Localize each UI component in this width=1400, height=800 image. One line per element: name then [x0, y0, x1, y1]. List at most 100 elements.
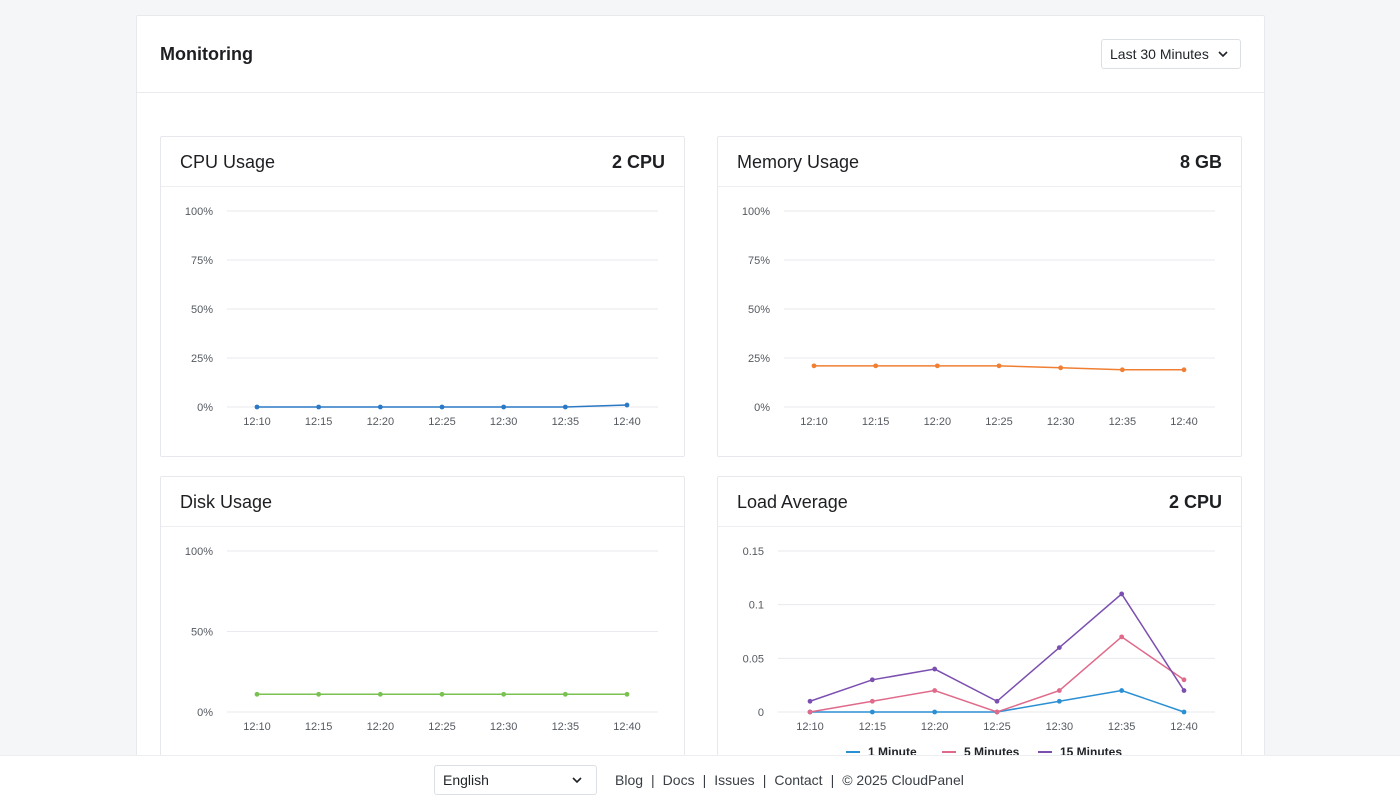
x-tick-label: 12:20	[924, 416, 952, 428]
data-point	[869, 677, 875, 683]
load-card-count: 2 CPU	[1168, 492, 1222, 512]
data-point	[1181, 709, 1187, 715]
x-tick-label: 12:30	[490, 721, 518, 733]
y-tick-label: 0	[758, 707, 764, 719]
footer-separator: |	[651, 772, 655, 788]
footer-links: Blog | Docs | Issues | Contact | © 2025 …	[615, 772, 964, 788]
data-point	[1181, 688, 1187, 693]
data-point	[562, 404, 568, 410]
time-range-value: Last 30 Minutes	[1110, 46, 1209, 62]
data-point	[624, 402, 630, 408]
x-tick-label: 12:20	[367, 721, 395, 733]
data-point	[562, 691, 568, 697]
y-tick-label: 0.1	[749, 600, 764, 612]
footer-link-contact[interactable]: Contact	[774, 772, 823, 788]
data-point	[932, 688, 938, 693]
y-tick-label: 75%	[191, 255, 213, 267]
data-point	[1119, 688, 1125, 693]
y-tick-label: 50%	[191, 304, 213, 316]
footer-link-issues[interactable]: Issues	[714, 772, 755, 788]
data-point	[1181, 367, 1187, 373]
data-point	[1119, 591, 1125, 597]
data-point	[869, 709, 875, 715]
data-point	[1058, 365, 1064, 371]
data-point	[254, 404, 260, 410]
x-tick-label: 12:20	[367, 416, 395, 428]
data-point	[501, 691, 507, 697]
load-card-header: Load Average 2 CPU	[718, 477, 1241, 527]
x-tick-label: 12:10	[796, 721, 824, 733]
data-point	[869, 698, 875, 704]
memory-usage-card: Memory Usage 8 GB 0% 25% 50% 75% 100% 12:10 12…	[717, 136, 1242, 457]
panel-header: Monitoring Last 30 Minutes	[137, 16, 1264, 93]
language-value: English	[443, 772, 489, 788]
y-tick-label: 50%	[191, 627, 213, 639]
data-point	[501, 404, 507, 410]
x-tick-label: 12:10	[800, 416, 828, 428]
x-tick-label: 12:30	[1046, 721, 1074, 733]
data-point	[994, 709, 1000, 715]
footer-link-blog[interactable]: Blog	[615, 772, 644, 788]
disk-card-title: Disk Usage	[180, 492, 273, 512]
data-point	[1119, 634, 1125, 640]
x-tick-label: 12:25	[985, 416, 1013, 428]
y-tick-label: 75%	[748, 255, 770, 267]
cpu-card-header: CPU Usage 2 CPU	[161, 137, 684, 187]
memory-card-header: Memory Usage 8 GB	[718, 137, 1241, 187]
data-point	[811, 363, 817, 369]
monitoring-panel: Monitoring Last 30 Minutes CPU Usage 2 C…	[136, 15, 1265, 776]
x-tick-label: 12:35	[1108, 721, 1136, 733]
y-tick-label: 0%	[197, 402, 213, 414]
x-tick-label: 12:40	[1170, 416, 1198, 428]
y-tick-label: 25%	[191, 353, 213, 365]
load-card-title: Load Average	[737, 492, 848, 512]
data-point	[996, 363, 1002, 369]
x-tick-label: 12:35	[1109, 416, 1137, 428]
footer-link-docs[interactable]: Docs	[662, 772, 695, 788]
data-point	[807, 709, 813, 715]
y-tick-label: 0%	[197, 707, 213, 719]
disk-card-header: Disk Usage	[161, 477, 684, 527]
x-tick-label: 12:30	[490, 416, 518, 428]
cpu-card-title: CPU Usage	[180, 152, 276, 172]
data-point	[932, 709, 938, 715]
load-average-card: Load Average 2 CPU 0 0.05 0.1 0.15 12:10 12:1…	[717, 476, 1242, 776]
y-tick-label: 100%	[185, 546, 213, 558]
x-tick-label: 12:15	[305, 721, 333, 733]
y-tick-label: 0.15	[743, 546, 764, 558]
y-tick-label: 25%	[748, 353, 770, 365]
footer-separator: |	[830, 772, 835, 788]
language-select[interactable]: English	[434, 765, 597, 795]
x-tick-label: 12:25	[428, 416, 456, 428]
data-point	[932, 666, 938, 672]
x-tick-label: 12:10	[243, 416, 271, 428]
y-tick-label: 100%	[185, 206, 213, 218]
x-tick-label: 12:35	[552, 721, 580, 733]
chevron-down-icon	[572, 777, 582, 784]
x-tick-label: 12:40	[613, 416, 641, 428]
chevron-down-icon	[1218, 51, 1228, 58]
data-point	[1056, 698, 1062, 704]
x-tick-label: 12:25	[428, 721, 456, 733]
disk-usage-chart: 0% 50% 100% 12:10 12:15 12:20 12:25 12:30 12:35 1…	[185, 546, 658, 733]
data-point	[873, 363, 879, 369]
cpu-usage-card: CPU Usage 2 CPU 0% 25% 50% 75% 100% 12:10 12:1…	[160, 136, 685, 457]
y-tick-label: 0%	[754, 402, 770, 414]
footer-separator: |	[702, 772, 707, 788]
x-tick-label: 12:15	[305, 416, 333, 428]
x-tick-label: 12:40	[613, 721, 641, 733]
data-point	[439, 404, 445, 410]
x-tick-label: 12:10	[243, 721, 271, 733]
x-tick-label: 12:15	[859, 721, 887, 733]
time-range-select[interactable]: Last 30 Minutes	[1101, 39, 1241, 69]
data-point	[377, 404, 383, 410]
series-line	[809, 592, 1185, 703]
y-tick-label: 0.05	[743, 653, 764, 665]
cpu-usage-chart: 0% 25% 50% 75% 100% 12:10 12:15 12:20 12:25 12:30…	[185, 206, 658, 428]
data-point	[254, 691, 260, 697]
disk-usage-card: Disk Usage 0% 50% 100% 12:10 12:15 12:20 12:25…	[160, 476, 685, 776]
copyright: © 2025 CloudPanel	[842, 772, 964, 788]
footer: English Blog | Docs | Issues | Contact |…	[0, 755, 1400, 800]
data-point	[439, 691, 445, 697]
x-tick-label: 12:20	[921, 721, 949, 733]
